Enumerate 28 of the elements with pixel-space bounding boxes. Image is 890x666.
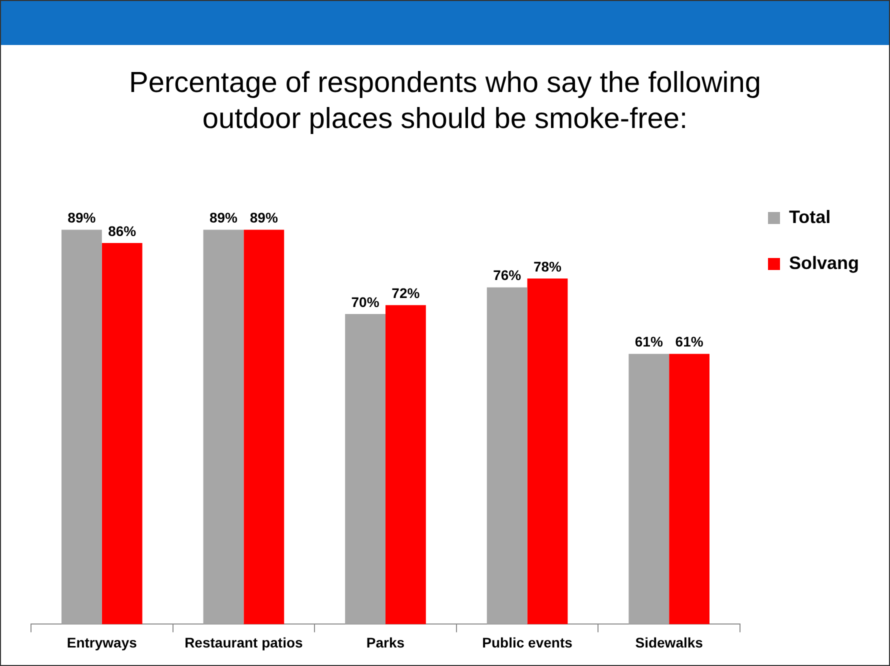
x-tick-label: Entryways	[66, 634, 138, 650]
bar	[345, 314, 386, 624]
legend-label: Total	[788, 206, 831, 227]
bar	[102, 243, 142, 624]
bar	[527, 278, 568, 624]
chart-title: Percentage of respondents who say the following outdoor places should be smoke-free:	[128, 66, 762, 137]
x-tick-label: Sidewalks	[635, 634, 704, 650]
data-label: 61%	[675, 334, 704, 350]
bar	[628, 354, 670, 624]
x-tick-label: Restaurant patios	[184, 634, 304, 650]
data-label: 76%	[493, 267, 522, 284]
legend-label: Solvang	[788, 252, 859, 273]
data-label: 89%	[250, 210, 278, 226]
data-label: 86%	[108, 222, 137, 239]
bar	[669, 354, 710, 624]
x-tick-label: Public events	[482, 634, 573, 650]
x-tick-label: Parks	[366, 634, 405, 650]
bar	[203, 230, 244, 624]
data-label: 78%	[533, 258, 562, 274]
data-label: 89%	[68, 210, 96, 226]
data-label: 89%	[209, 210, 238, 226]
bar	[244, 230, 284, 624]
data-label: 72%	[392, 284, 420, 301]
bar	[61, 230, 102, 624]
data-label: 70%	[351, 294, 380, 310]
bar	[486, 287, 528, 624]
bar	[385, 305, 426, 624]
data-label: 61%	[634, 334, 664, 350]
